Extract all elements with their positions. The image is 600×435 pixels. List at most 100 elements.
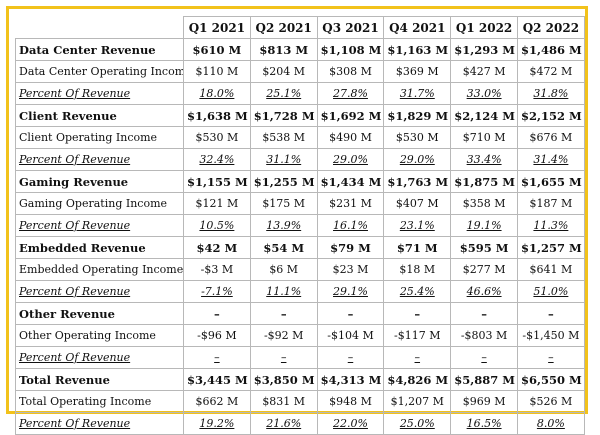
table-cell: 19.2%	[183, 412, 251, 435]
table-cell: 27.8%	[316, 82, 385, 105]
table-cell: 31.8%	[516, 82, 585, 105]
table-cell: 33.4%	[450, 148, 518, 171]
table-cell: 32.4%	[183, 148, 251, 171]
row-label: Gaming Revenue	[15, 170, 184, 193]
table-cell: $1,257 M	[516, 236, 585, 259]
table-row: Other Operating Income -$96 M -$92 M -$104 …	[15, 324, 585, 347]
table-cell: –	[450, 346, 518, 369]
table-row: Embedded Operating Income -$3 M $6 M $23 M $…	[15, 258, 585, 281]
table-cell: -$117 M	[383, 324, 452, 347]
table-cell: 25.1%	[249, 82, 318, 105]
table-cell: $1,108 M	[316, 38, 385, 61]
table-cell: $948 M	[316, 390, 385, 413]
header-q4-2021: Q4 2021	[383, 16, 452, 39]
table-cell: $831 M	[249, 390, 318, 413]
row-label: Gaming Operating Income	[15, 192, 184, 215]
table-cell: -$104 M	[316, 324, 385, 347]
table-cell: 31.1%	[249, 148, 318, 171]
table-row: Data Center Revenue $610 M $813 M $1,108 M $…	[15, 38, 585, 61]
table-cell: –	[383, 302, 452, 325]
table-cell: 29.0%	[316, 148, 385, 171]
table-cell: $662 M	[183, 390, 251, 413]
table-cell: -$3 M	[183, 258, 251, 281]
row-label: Percent Of Revenue	[15, 280, 184, 303]
table-row: Client Revenue $1,638 M $1,728 M $1,692 M $1…	[15, 104, 585, 127]
table-cell: 10.5%	[183, 214, 251, 237]
table-cell: $1,207 M	[383, 390, 452, 413]
table-frame: Q1 2021 Q2 2021 Q3 2021 Q4 2021 Q1 2022 …	[6, 6, 588, 435]
table-cell: $6,550 M	[516, 368, 585, 391]
table-cell: –	[249, 302, 318, 325]
table-cell: $490 M	[316, 126, 385, 149]
table-cell: $1,486 M	[516, 38, 585, 61]
table-cell: -$96 M	[183, 324, 251, 347]
table-cell: $18 M	[383, 258, 452, 281]
table-cell: $2,124 M	[450, 104, 518, 127]
row-label: Client Revenue	[15, 104, 184, 127]
table-cell: –	[383, 346, 452, 369]
row-label: Embedded Revenue	[15, 236, 184, 259]
table-cell: $1,163 M	[383, 38, 452, 61]
table-cell: 22.0%	[316, 412, 385, 435]
table-cell: $1,829 M	[383, 104, 452, 127]
table-cell: $231 M	[316, 192, 385, 215]
table-cell: $676 M	[516, 126, 585, 149]
table-cell: $526 M	[516, 390, 585, 413]
table-cell: 11.1%	[249, 280, 318, 303]
table-cell: $1,434 M	[316, 170, 385, 193]
row-label: Other Revenue	[15, 302, 184, 325]
table-cell: $71 M	[383, 236, 452, 259]
table-cell: –	[516, 302, 585, 325]
table-row: Gaming Revenue $1,155 M $1,255 M $1,434 M $1…	[15, 170, 585, 193]
table-cell: $2,152 M	[516, 104, 585, 127]
table-cell: 31.7%	[383, 82, 452, 105]
table-cell: $595 M	[450, 236, 518, 259]
table-cell: 11.3%	[516, 214, 585, 237]
table-cell: $813 M	[249, 38, 318, 61]
table-row: Percent Of Revenue 10.5% 13.9% 16.1% 23.1% 19…	[15, 214, 585, 237]
table-cell: $187 M	[516, 192, 585, 215]
row-label: Total Operating Income	[15, 390, 184, 413]
table-row: Percent Of Revenue 18.0% 25.1% 27.8% 31.7% 33…	[15, 82, 585, 105]
table-cell: $530 M	[383, 126, 452, 149]
header-corner	[15, 16, 184, 39]
header-q1-2022: Q1 2022	[450, 16, 518, 39]
header-q1-2021: Q1 2021	[183, 16, 251, 39]
table-cell: $3,850 M	[249, 368, 318, 391]
table-row: Gaming Operating Income $121 M $175 M $231 …	[15, 192, 585, 215]
row-label: Other Operating Income	[15, 324, 184, 347]
table-row: Percent Of Revenue -7.1% 11.1% 29.1% 25.4% 46…	[15, 280, 585, 303]
table-row: Data Center Operating Income $110 M $204 M…	[15, 60, 585, 83]
table-cell: $969 M	[450, 390, 518, 413]
table-row: Other Revenue – – – – – –	[15, 302, 585, 325]
table-cell: 23.1%	[383, 214, 452, 237]
table-cell: $79 M	[316, 236, 385, 259]
table-cell: 16.5%	[450, 412, 518, 435]
table-cell: $3,445 M	[183, 368, 251, 391]
table-row: Embedded Revenue $42 M $54 M $79 M $71 M $595…	[15, 236, 585, 259]
table-cell: $710 M	[450, 126, 518, 149]
header-q3-2021: Q3 2021	[316, 16, 385, 39]
table-cell: $530 M	[183, 126, 251, 149]
row-label: Data Center Operating Income	[15, 60, 184, 83]
table-cell: –	[249, 346, 318, 369]
table-cell: $610 M	[183, 38, 251, 61]
header-row: Q1 2021 Q2 2021 Q3 2021 Q4 2021 Q1 2022 …	[15, 16, 585, 39]
table-cell: -$92 M	[249, 324, 318, 347]
table-cell: $369 M	[383, 60, 452, 83]
table-cell: $308 M	[316, 60, 385, 83]
financial-table: Q1 2021 Q2 2021 Q3 2021 Q4 2021 Q1 2022 …	[15, 16, 585, 435]
table-cell: $1,255 M	[249, 170, 318, 193]
table-cell: 18.0%	[183, 82, 251, 105]
table-cell: –	[183, 302, 251, 325]
table-cell: $5,887 M	[450, 368, 518, 391]
row-label: Percent Of Revenue	[15, 82, 184, 105]
table-cell: $1,655 M	[516, 170, 585, 193]
table-cell: 19.1%	[450, 214, 518, 237]
table-cell: 46.6%	[450, 280, 518, 303]
table-cell: $1,155 M	[183, 170, 251, 193]
row-label: Percent Of Revenue	[15, 148, 184, 171]
table-cell: 33.0%	[450, 82, 518, 105]
table-cell: $204 M	[249, 60, 318, 83]
table-cell: $1,293 M	[450, 38, 518, 61]
